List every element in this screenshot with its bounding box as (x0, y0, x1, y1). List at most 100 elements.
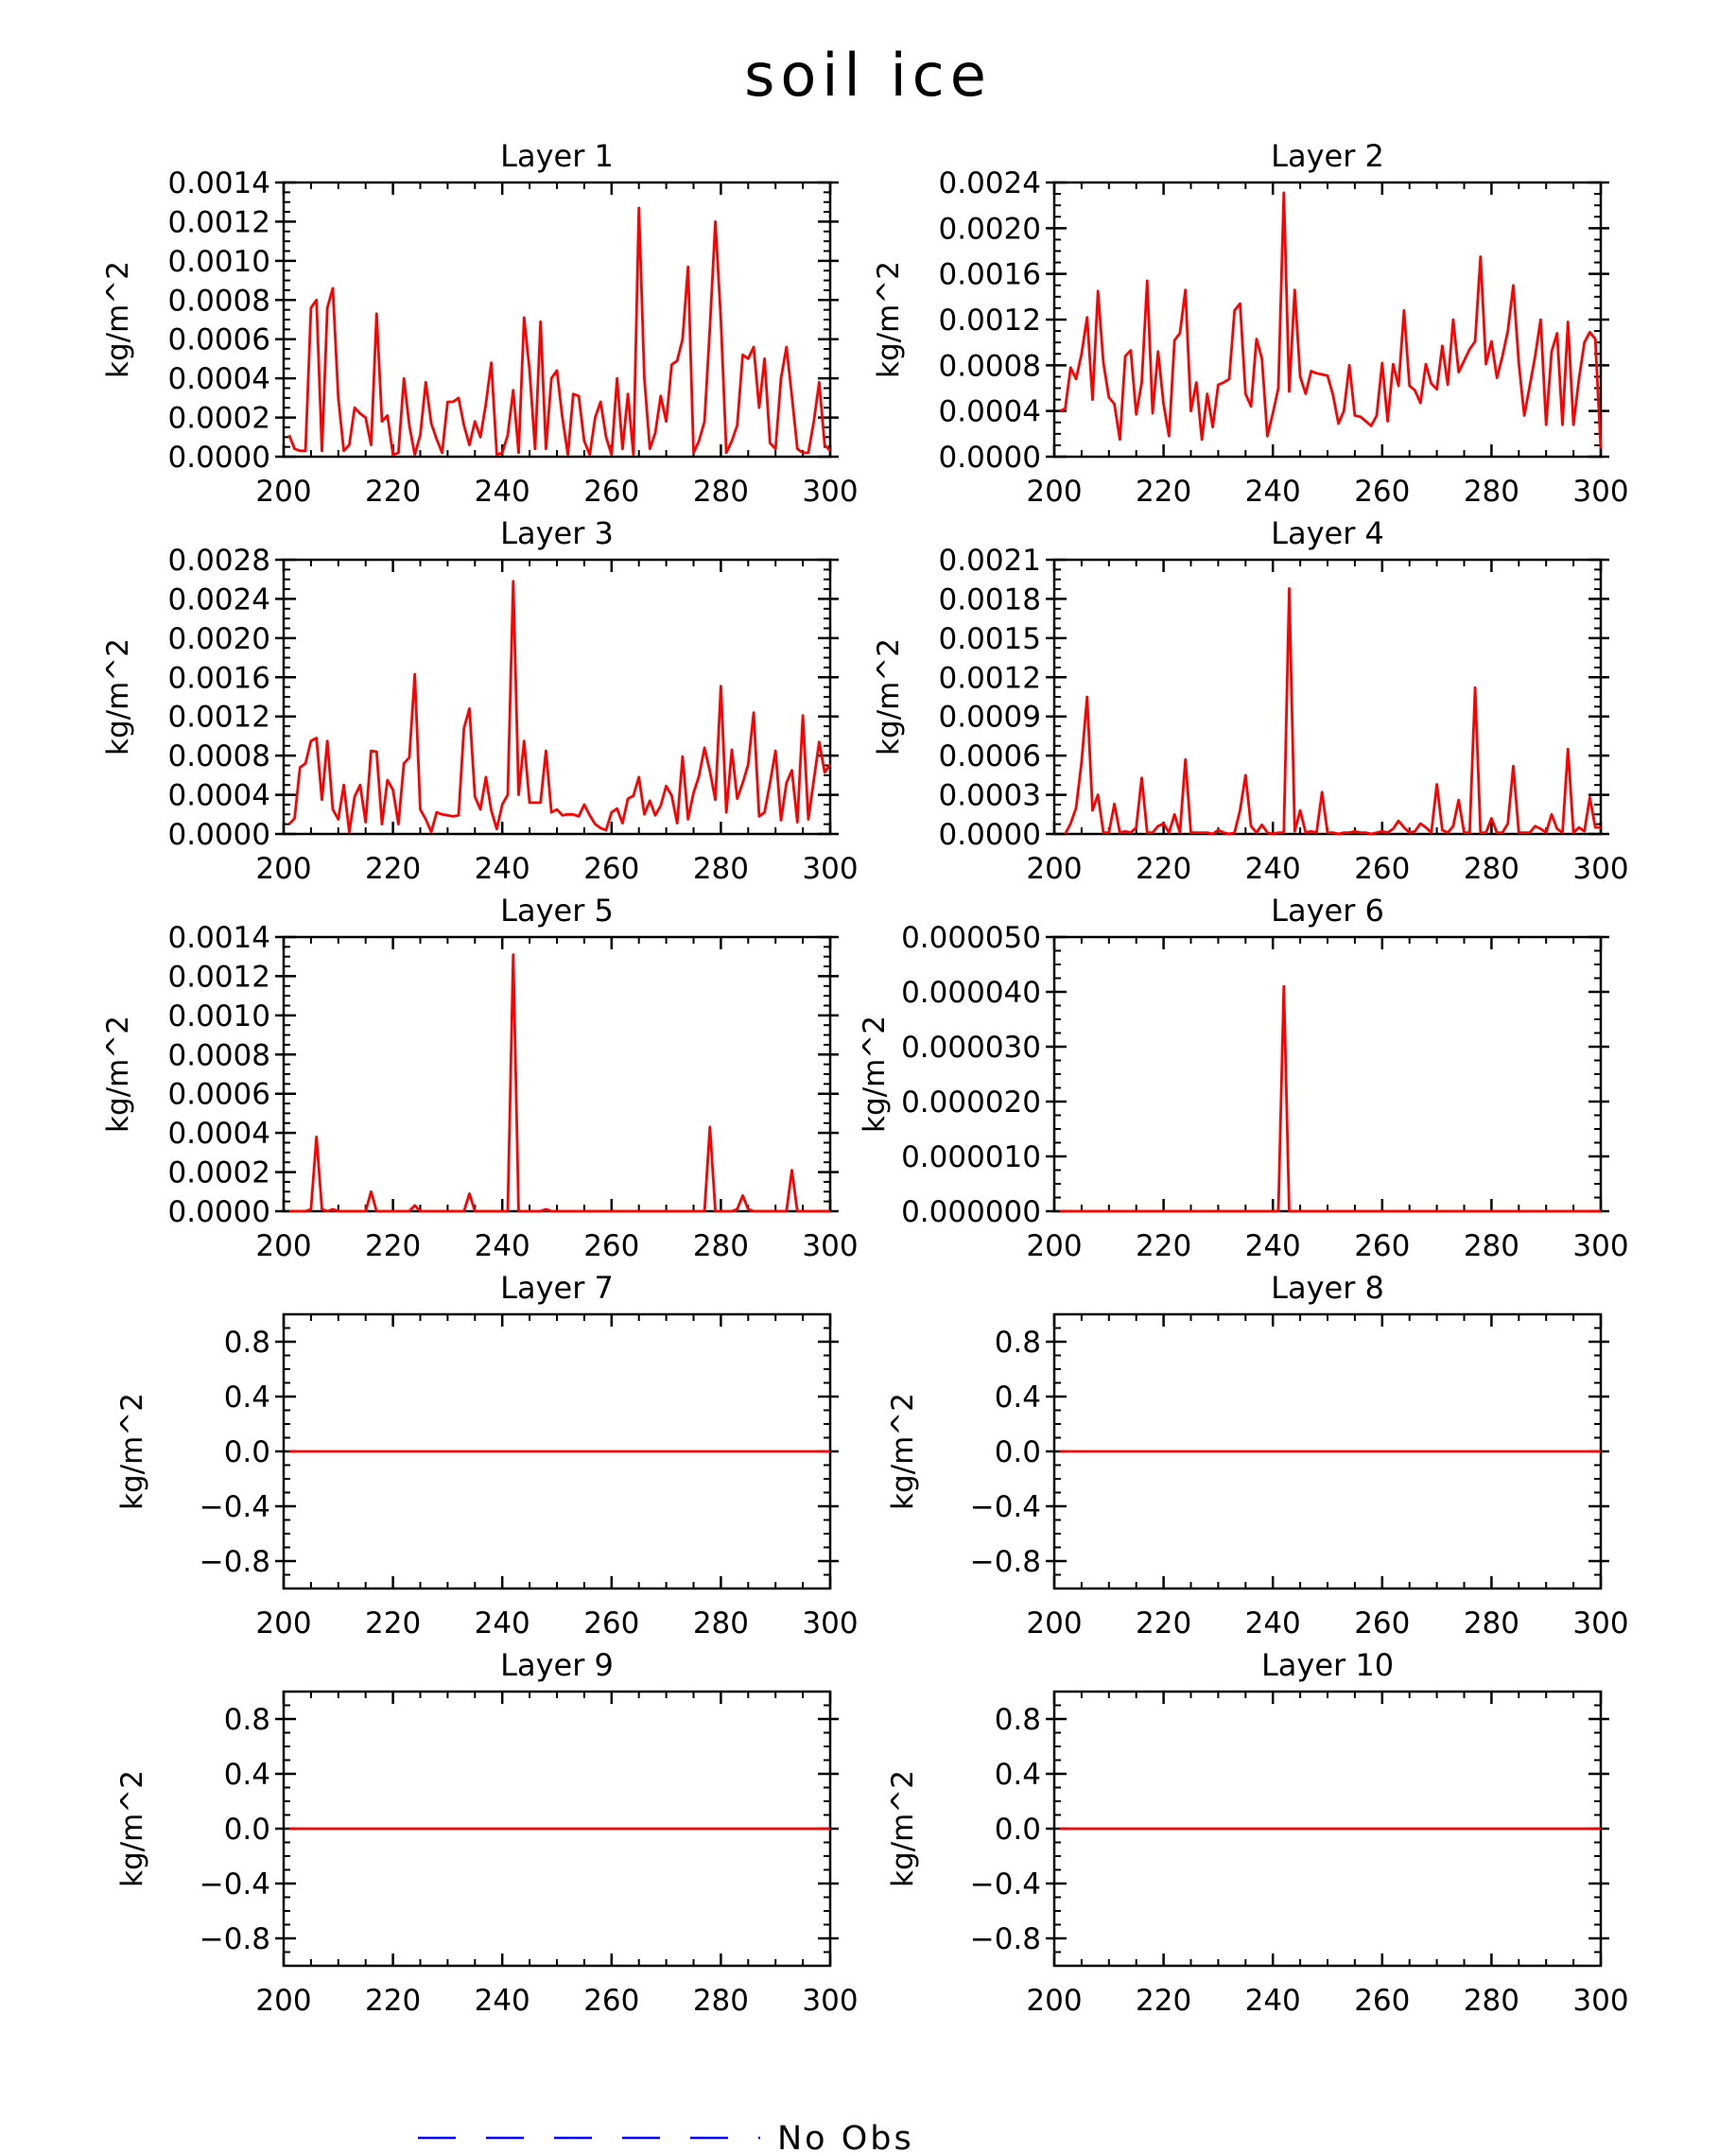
y-tick-label: 0.0 (224, 1813, 270, 1847)
x-tick-label: 240 (475, 852, 530, 886)
y-tick-label: 0.000010 (901, 1140, 1041, 1174)
x-tick-label: 280 (693, 475, 749, 509)
x-tick-label: 300 (1572, 852, 1628, 886)
panel-title: Layer 3 (500, 515, 614, 551)
y-tick-label: 0.0016 (168, 661, 270, 695)
chart-panel-6: Layer 6 200 220 240 260 280 300 0.000000 0.00001… (858, 893, 1629, 1263)
x-tick-label: 260 (1354, 1606, 1410, 1641)
legend-label-no-obs: No Obs (777, 2120, 914, 2153)
y-tick-label: 0.0016 (939, 258, 1041, 292)
x-tick-label: 260 (1354, 1229, 1410, 1263)
y-tick-label: 0.4 (224, 1380, 270, 1415)
y-tick-label: 0.0012 (168, 960, 270, 994)
panel-title: Layer 4 (1271, 515, 1384, 551)
x-tick-label: 200 (255, 1984, 311, 2018)
x-tick-label: 300 (1572, 1984, 1628, 2018)
series-line (288, 953, 830, 1213)
y-tick-label: 0.0006 (939, 739, 1041, 773)
y-tick-label: 0.0003 (939, 779, 1041, 813)
y-tick-label: 0.0004 (168, 1117, 270, 1151)
chart-panel-8: Layer 8 200 220 240 260 280 300 −0.8 −0.4 0.0 0.4 0… (886, 1270, 1629, 1641)
y-tick-label: 0.0010 (168, 999, 270, 1033)
x-tick-label: 260 (583, 852, 639, 886)
y-tick-label: 0.000020 (901, 1085, 1041, 1120)
x-tick-label: 280 (1464, 1984, 1519, 2018)
y-axis-label: kg/m^2 (101, 638, 135, 755)
x-tick-label: 280 (1464, 475, 1519, 509)
y-axis-label: kg/m^2 (115, 1393, 149, 1510)
x-tick-label: 220 (365, 1229, 421, 1263)
x-tick-label: 220 (365, 1606, 421, 1641)
y-tick-label: 0.0002 (168, 402, 270, 436)
y-tick-label: 0.0012 (168, 205, 270, 239)
y-axis-label: kg/m^2 (886, 1393, 920, 1510)
chart-panel-7: Layer 7 200 220 240 260 280 300 −0.8 −0.4 0.0 0.4 0… (115, 1270, 859, 1641)
chart-panel-5: Layer 5 200 220 240 260 280 300 0.0000 0.0002 0.0… (101, 893, 859, 1263)
y-tick-label: 0.0028 (168, 544, 270, 578)
x-tick-label: 200 (1026, 1606, 1082, 1641)
y-axis-label: kg/m^2 (115, 1770, 149, 1887)
legend: No Obs (418, 2120, 914, 2153)
y-tick-label: 0.0000 (168, 1195, 270, 1229)
x-tick-label: 220 (1136, 1229, 1191, 1263)
x-tick-label: 200 (1026, 852, 1082, 886)
y-tick-label: 0.0008 (168, 1038, 270, 1072)
chart-panel-2: Layer 2 200 220 240 260 280 300 0.0000 0.0004 0.0… (872, 138, 1629, 509)
x-tick-label: 300 (1572, 475, 1628, 509)
x-tick-label: 260 (583, 1984, 639, 2018)
x-tick-label: 300 (1572, 1229, 1628, 1263)
series-line (287, 580, 832, 834)
y-tick-label: 0.0008 (168, 284, 270, 318)
x-tick-label: 300 (802, 1606, 858, 1641)
panels-grid: Layer 1 200 220 240 260 280 300 0.0000 0.0002 0.0… (101, 138, 1629, 2018)
y-tick-label: 0.000030 (901, 1031, 1041, 1065)
y-tick-label: −0.8 (970, 1922, 1041, 1956)
y-tick-label: 0.0024 (939, 166, 1041, 200)
panel-title: Layer 10 (1261, 1647, 1394, 1683)
y-tick-label: 0.8 (995, 1326, 1041, 1360)
y-tick-label: 0.0 (995, 1813, 1041, 1847)
y-axis-label: kg/m^2 (872, 261, 906, 378)
y-tick-label: 0.0024 (168, 582, 270, 616)
x-tick-label: 260 (1354, 1984, 1410, 2018)
y-tick-label: −0.8 (200, 1922, 270, 1956)
x-tick-label: 240 (475, 1984, 530, 2018)
y-tick-label: −0.4 (200, 1490, 270, 1524)
y-tick-label: 0.0021 (939, 544, 1041, 578)
x-tick-label: 260 (583, 1606, 639, 1641)
y-tick-label: 0.0008 (939, 349, 1041, 383)
y-tick-label: 0.0010 (168, 245, 270, 279)
chart-panel-4: Layer 4 200 220 240 260 280 300 0.0000 0.0003 0.0… (872, 515, 1629, 886)
y-tick-label: 0.000040 (901, 976, 1041, 1010)
panel-title: Layer 9 (500, 1647, 614, 1683)
y-tick-label: 0.0000 (168, 818, 270, 852)
x-tick-label: 240 (1245, 1606, 1301, 1641)
y-tick-label: 0.4 (995, 1380, 1041, 1415)
x-tick-label: 300 (802, 1984, 858, 2018)
x-tick-label: 260 (1354, 475, 1410, 509)
y-tick-label: 0.0012 (939, 304, 1041, 338)
y-axis-label: kg/m^2 (101, 261, 135, 378)
chart-panel-9: Layer 9 200 220 240 260 280 300 −0.8 −0.4 0.0 0.4 0… (115, 1647, 859, 2018)
y-tick-label: 0.4 (995, 1758, 1041, 1792)
x-tick-label: 200 (1026, 1984, 1082, 2018)
x-tick-label: 200 (255, 1229, 311, 1263)
x-tick-label: 220 (365, 1984, 421, 2018)
y-tick-label: 0.0012 (939, 661, 1041, 695)
panel-title: Layer 8 (1271, 1270, 1384, 1306)
y-tick-label: 0.0000 (939, 818, 1041, 852)
y-tick-label: 0.0004 (168, 779, 270, 813)
y-tick-label: 0.0000 (939, 441, 1041, 475)
y-tick-label: 0.0014 (168, 921, 270, 955)
y-tick-label: 0.8 (995, 1703, 1041, 1737)
y-tick-label: −0.4 (970, 1490, 1041, 1524)
chart-panel-10: Layer 10 200 220 240 260 280 300 −0.8 −0.4 0.0 0.4… (886, 1647, 1629, 2018)
y-tick-label: −0.8 (200, 1545, 270, 1579)
x-tick-label: 240 (1245, 475, 1301, 509)
y-tick-label: 0.8 (224, 1703, 270, 1737)
y-tick-label: 0.0 (224, 1435, 270, 1469)
x-tick-label: 280 (693, 852, 749, 886)
x-tick-label: 260 (1354, 852, 1410, 886)
y-tick-label: 0.0012 (168, 701, 270, 735)
